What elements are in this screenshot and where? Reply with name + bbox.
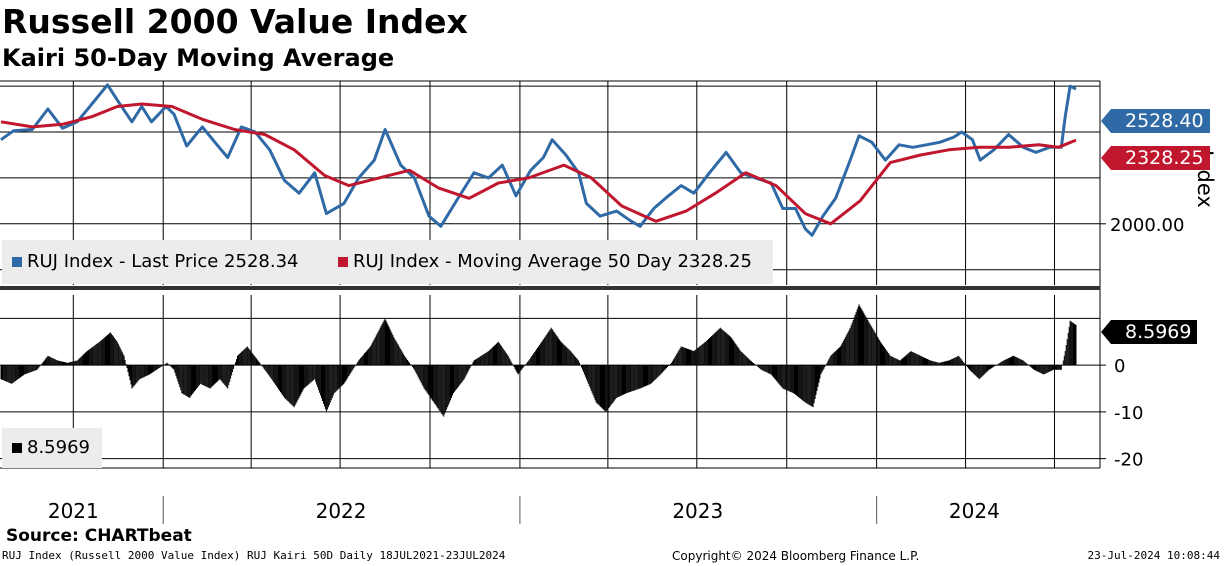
legend-kairi[interactable]: 8.5969 <box>12 437 90 458</box>
x-tick-label: 2024 <box>949 499 1000 523</box>
legend-kairi-label: 8.5969 <box>27 437 90 458</box>
last-price-tag-value: 2528.40 <box>1125 110 1204 132</box>
moving-average-tag: 2328.25 <box>1101 146 1210 170</box>
price-lines <box>0 83 1077 237</box>
last-price-tag: 2528.40 <box>1101 109 1210 133</box>
legend-last-price-label: RUJ Index - Last Price 2528.34 <box>27 251 299 272</box>
price-legend <box>2 240 773 284</box>
panel-separator <box>0 286 1100 290</box>
x-tick-label: 2022 <box>316 499 367 523</box>
source-note: Source: CHARTbeat <box>6 526 192 546</box>
y-tick-label: 0 <box>1114 356 1125 377</box>
page-title: Russell 2000 Value Index <box>2 2 468 41</box>
y-tick-label: 2000.00 <box>1110 215 1184 236</box>
legend-moving-average[interactable]: RUJ Index - Moving Average 50 Day 2328.2… <box>338 251 752 272</box>
kairi-tag-value: 8.5969 <box>1125 321 1192 343</box>
page-subtitle: Kairi 50-Day Moving Average <box>2 44 395 72</box>
moving-average-tag-value: 2328.25 <box>1125 147 1204 169</box>
footer-timestamp: 23-Jul-2024 10:08:44 <box>1087 549 1220 562</box>
legend-swatch-ma <box>338 257 348 267</box>
footer-copyright: Copyright© 2024 Bloomberg Finance L.P. <box>672 549 920 563</box>
kairi-tag: 8.5969 <box>1100 320 1198 344</box>
x-tick-label: 2023 <box>672 499 723 523</box>
chart-frame <box>0 80 1101 524</box>
x-tick-label: 2021 <box>48 499 99 523</box>
last-price-line <box>0 83 1077 237</box>
legend-swatch-price <box>12 257 22 267</box>
legend-moving-average-label: RUJ Index - Moving Average 50 Day 2328.2… <box>353 251 752 272</box>
legend-swatch-kairi <box>12 443 22 453</box>
footer-description: RUJ Index (Russell 2000 Value Index) RUJ… <box>2 549 506 562</box>
y-tick-label: -20 <box>1114 450 1143 471</box>
kairi-bars <box>0 304 1077 417</box>
y-tick-label: -10 <box>1114 403 1143 424</box>
legend-last-price[interactable]: RUJ Index - Last Price 2528.34 <box>12 251 299 272</box>
moving-average-line <box>0 102 1077 226</box>
